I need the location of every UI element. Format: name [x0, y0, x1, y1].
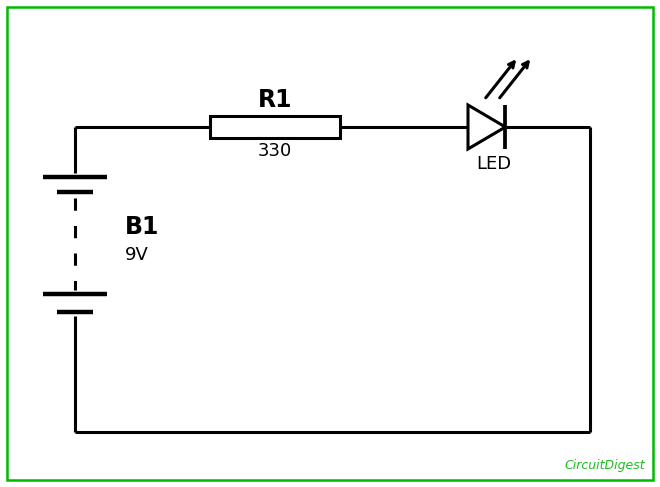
Text: 9V: 9V: [125, 245, 149, 263]
Text: LED: LED: [477, 155, 512, 173]
Text: CircuitDigest: CircuitDigest: [564, 459, 645, 472]
Text: B1: B1: [125, 214, 159, 239]
Text: R1: R1: [258, 88, 292, 112]
Bar: [210, 116, 340, 138]
Polygon shape: [468, 105, 506, 149]
Text: 330: 330: [258, 142, 292, 160]
